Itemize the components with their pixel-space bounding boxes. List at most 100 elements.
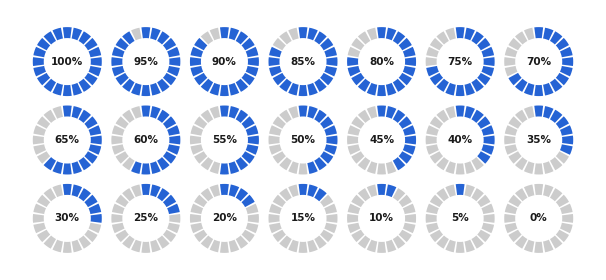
Text: 5%: 5% <box>451 213 469 223</box>
Wedge shape <box>556 116 569 129</box>
Wedge shape <box>436 31 449 45</box>
Wedge shape <box>505 47 518 57</box>
Wedge shape <box>245 223 258 233</box>
Wedge shape <box>456 85 465 96</box>
Wedge shape <box>386 106 396 119</box>
Wedge shape <box>228 185 239 197</box>
Text: 60%: 60% <box>133 135 158 145</box>
Wedge shape <box>269 144 282 155</box>
Wedge shape <box>534 184 543 195</box>
Wedge shape <box>403 125 416 136</box>
Wedge shape <box>307 106 318 119</box>
Wedge shape <box>163 195 176 207</box>
Wedge shape <box>150 83 161 95</box>
Text: 15%: 15% <box>290 213 316 223</box>
Wedge shape <box>279 79 291 92</box>
Wedge shape <box>430 38 443 50</box>
Wedge shape <box>279 31 291 45</box>
Wedge shape <box>201 79 213 92</box>
Wedge shape <box>220 106 229 117</box>
Wedge shape <box>543 28 553 40</box>
Wedge shape <box>471 79 484 92</box>
Wedge shape <box>426 223 439 233</box>
Wedge shape <box>445 106 456 119</box>
Wedge shape <box>430 73 443 85</box>
Wedge shape <box>236 31 248 45</box>
Wedge shape <box>210 106 220 119</box>
Wedge shape <box>72 28 82 40</box>
Wedge shape <box>307 185 318 197</box>
Wedge shape <box>445 161 456 174</box>
Wedge shape <box>543 161 553 174</box>
Wedge shape <box>169 57 181 66</box>
Wedge shape <box>33 66 46 76</box>
Wedge shape <box>367 83 378 95</box>
Wedge shape <box>236 79 248 92</box>
Wedge shape <box>347 214 358 223</box>
Wedge shape <box>326 136 338 144</box>
Wedge shape <box>445 185 456 197</box>
Wedge shape <box>399 151 412 164</box>
Wedge shape <box>550 110 562 123</box>
Wedge shape <box>72 185 82 197</box>
Wedge shape <box>524 185 534 197</box>
Wedge shape <box>324 204 337 214</box>
Wedge shape <box>63 27 72 38</box>
Wedge shape <box>116 151 128 164</box>
Wedge shape <box>84 38 98 50</box>
Wedge shape <box>288 161 299 174</box>
Wedge shape <box>348 66 361 76</box>
Wedge shape <box>201 110 213 123</box>
Wedge shape <box>220 85 229 96</box>
Wedge shape <box>358 31 370 45</box>
Wedge shape <box>245 144 258 155</box>
Wedge shape <box>403 204 416 214</box>
Wedge shape <box>348 47 361 57</box>
Wedge shape <box>163 116 176 129</box>
Wedge shape <box>348 204 361 214</box>
Wedge shape <box>79 110 91 123</box>
Wedge shape <box>315 157 327 170</box>
Wedge shape <box>484 57 494 66</box>
Wedge shape <box>358 235 370 249</box>
Wedge shape <box>464 106 475 119</box>
Text: 25%: 25% <box>133 213 158 223</box>
Wedge shape <box>426 125 439 136</box>
Wedge shape <box>299 184 307 195</box>
Wedge shape <box>358 157 370 170</box>
Wedge shape <box>534 27 543 38</box>
Wedge shape <box>72 240 82 252</box>
Wedge shape <box>122 31 135 45</box>
Wedge shape <box>550 79 562 92</box>
Wedge shape <box>320 73 333 85</box>
Wedge shape <box>210 161 220 174</box>
Wedge shape <box>242 38 255 50</box>
Wedge shape <box>436 110 449 123</box>
Wedge shape <box>33 204 46 214</box>
Wedge shape <box>425 214 437 223</box>
Wedge shape <box>377 163 386 174</box>
Wedge shape <box>84 195 98 207</box>
Wedge shape <box>562 57 573 66</box>
Wedge shape <box>167 66 180 76</box>
Wedge shape <box>515 31 527 45</box>
Wedge shape <box>358 110 370 123</box>
Wedge shape <box>367 28 378 40</box>
Wedge shape <box>236 235 248 249</box>
Wedge shape <box>315 31 327 45</box>
Wedge shape <box>534 242 543 253</box>
Wedge shape <box>386 240 396 252</box>
Wedge shape <box>122 188 135 201</box>
Wedge shape <box>405 214 416 223</box>
Wedge shape <box>560 47 573 57</box>
Wedge shape <box>53 240 63 252</box>
Wedge shape <box>456 242 465 253</box>
Wedge shape <box>122 157 135 170</box>
Wedge shape <box>377 106 386 117</box>
Wedge shape <box>288 240 299 252</box>
Wedge shape <box>157 110 170 123</box>
Wedge shape <box>157 188 170 201</box>
Wedge shape <box>324 223 337 233</box>
Wedge shape <box>524 161 534 174</box>
Wedge shape <box>194 38 207 50</box>
